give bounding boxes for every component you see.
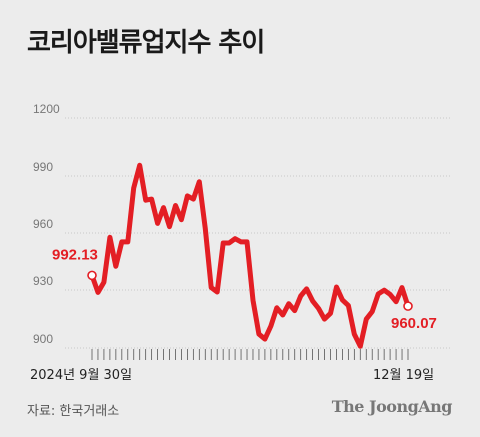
x-end-label: 12월 19일 <box>373 368 434 383</box>
x-start-label: 2024년 9월 30일 <box>30 368 132 383</box>
y-tick-label: 990 <box>33 160 53 174</box>
y-axis: 900 930 960 990 1200 <box>33 102 60 346</box>
annotations: 992.13 960.07 <box>52 246 437 332</box>
series-line <box>89 162 411 349</box>
data-point-marker <box>403 301 413 311</box>
series-path <box>89 162 411 349</box>
chart-title: 코리아밸류업지수 추이 <box>27 28 265 58</box>
brand-logo: The JoongAng <box>331 397 453 416</box>
y-tick-label: 1200 <box>33 102 60 116</box>
y-tick-label: 960 <box>33 217 53 231</box>
data-label: 992.13 <box>52 246 98 263</box>
y-tick-label: 930 <box>33 274 53 288</box>
data-point-marker <box>87 270 97 281</box>
source-note: 자료: 한국거래소 <box>27 404 120 419</box>
data-label: 960.07 <box>391 315 437 332</box>
y-tick-label: 900 <box>33 332 53 346</box>
grid <box>65 117 452 349</box>
x-axis: 2024년 9월 30일 12월 19일 <box>30 349 434 383</box>
